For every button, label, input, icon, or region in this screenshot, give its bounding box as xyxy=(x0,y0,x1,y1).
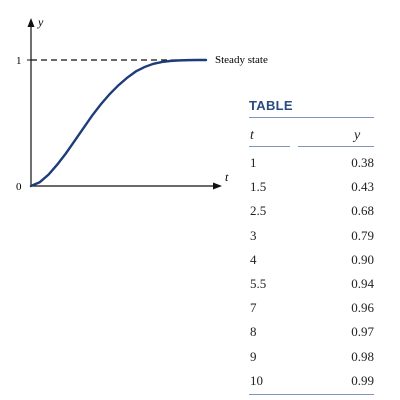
header-rule-right xyxy=(298,146,374,147)
cell-y: 0.43 xyxy=(351,179,374,195)
cell-y: 0.90 xyxy=(351,252,374,268)
x-axis-arrow xyxy=(213,183,222,190)
column-header-t: t xyxy=(250,128,254,144)
table-row: 10 0.99 xyxy=(249,371,374,395)
table-title: TABLE xyxy=(249,98,293,113)
table-body: 1 0.38 1.5 0.43 2.5 0.68 3 0.79 4 0.90 5.5 0.9… xyxy=(249,153,374,395)
table-bottom-rule xyxy=(249,394,374,395)
y-tick-label-1: 1 xyxy=(16,55,22,67)
table-row: 2.5 0.68 xyxy=(249,201,374,225)
axes xyxy=(27,18,222,190)
table-row: 1 0.38 xyxy=(249,153,374,177)
response-curve xyxy=(31,60,206,186)
table-row: 5.5 0.94 xyxy=(249,274,374,298)
cell-y: 0.38 xyxy=(351,155,374,171)
cell-y: 0.97 xyxy=(351,324,374,340)
cell-t: 5.5 xyxy=(250,276,266,292)
cell-y: 0.68 xyxy=(351,203,374,219)
cell-t: 10 xyxy=(250,373,263,389)
column-header-y: y xyxy=(354,128,360,144)
cell-t: 4 xyxy=(250,252,257,268)
table-row: 3 0.79 xyxy=(249,226,374,250)
cell-y: 0.99 xyxy=(351,373,374,389)
table-row: 9 0.98 xyxy=(249,347,374,371)
y-axis-arrow xyxy=(28,18,35,27)
y-tick-label-0: 0 xyxy=(16,181,22,193)
cell-y: 0.79 xyxy=(351,228,374,244)
table-row: 4 0.90 xyxy=(249,250,374,274)
cell-t: 1.5 xyxy=(250,179,266,195)
table-row: 8 0.97 xyxy=(249,322,374,346)
y-axis-label: y xyxy=(37,15,44,29)
cell-t: 1 xyxy=(250,155,257,171)
cell-y: 0.96 xyxy=(351,300,374,316)
cell-t: 3 xyxy=(250,228,257,244)
cell-t: 9 xyxy=(250,349,257,365)
table-row: 7 0.96 xyxy=(249,298,374,322)
header-rule-left xyxy=(249,146,290,147)
cell-t: 2.5 xyxy=(250,203,266,219)
steady-state-label: Steady state xyxy=(215,54,268,66)
cell-t: 7 xyxy=(250,300,257,316)
cell-t: 8 xyxy=(250,324,257,340)
x-axis-label: t xyxy=(225,170,229,184)
table-row: 1.5 0.43 xyxy=(249,177,374,201)
table-title-rule xyxy=(249,117,374,118)
cell-y: 0.94 xyxy=(351,276,374,292)
cell-y: 0.98 xyxy=(351,349,374,365)
